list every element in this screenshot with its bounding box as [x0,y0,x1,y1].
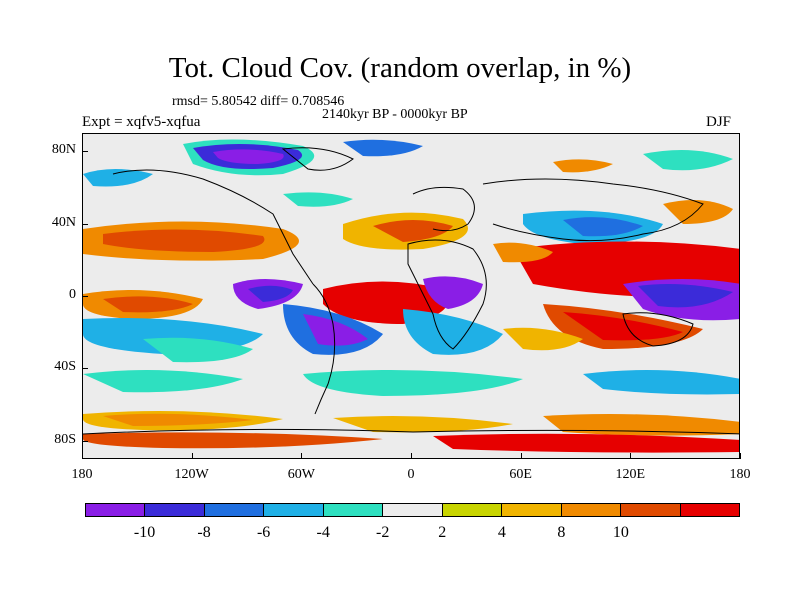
colorbar-swatch [264,504,324,516]
lon-label: 180 [729,467,751,482]
colorbar-swatch [204,504,265,516]
field-arctic [83,139,733,187]
period-label: 2140kyr BP - 0000kyr BP [322,107,468,122]
lat-label: 40N [51,214,76,230]
colorbar-swatch [502,504,562,516]
field-north-mid [83,192,733,261]
coastlines [83,147,739,435]
lon-tick [82,453,83,459]
lat-tick [82,368,88,370]
lon-label: 180 [71,467,93,482]
colorbar-swatch [86,504,146,516]
colorbar-swatch [323,504,384,516]
colorbar-swatch [145,504,205,516]
lon-tick [630,453,632,459]
colorbar-swatch [442,504,503,516]
lon-label: 120E [615,467,646,482]
lon-label: 0 [407,467,415,482]
lat-label: 80N [51,142,76,158]
lon-tick [411,453,412,459]
colorbar-label: -6 [256,524,271,541]
season-label: DJF [706,114,732,130]
map-panel [82,133,740,459]
colorbar-swatch [680,504,739,516]
colorbar-label: 2 [438,524,447,541]
lat-tick [82,223,88,225]
lon-tick [520,453,522,459]
lat-tick [82,151,88,153]
lat-tick [82,440,88,442]
colorbar [85,503,740,517]
colorbar-label: 4 [497,524,506,541]
lat-label: 0 [69,287,76,302]
colorbar-label: 8 [557,524,566,541]
colorbar-label: -8 [197,524,211,541]
lat-label: 80S [54,431,76,447]
colorbar-label: 10 [612,524,629,541]
lon-tick [301,453,303,459]
lon-tick [191,453,193,459]
field-equatorial [83,241,739,324]
plot-title: Tot. Cloud Cov. (random overlap, in %) [168,52,632,84]
lon-label: 120W [174,467,209,482]
colorbar-swatch [561,504,622,516]
anomaly-map [83,134,739,458]
lat-label: 40S [54,359,76,375]
lon-label: 60W [287,467,315,482]
lon-tick [740,453,741,459]
experiment-label: Expt = xqfv5-xqfua [82,114,201,130]
field-south [83,304,739,396]
lat-tick [82,296,88,297]
colorbar-swatch [621,504,681,516]
lon-label: 60E [509,467,532,482]
field-antarctic [83,410,739,453]
colorbar-label: -10 [133,524,156,541]
colorbar-label: -4 [316,524,330,541]
colorbar-label: -2 [376,524,390,541]
colorbar-swatch [383,504,443,516]
stats-label: rmsd= 5.80542 diff= 0.708546 [172,94,345,109]
